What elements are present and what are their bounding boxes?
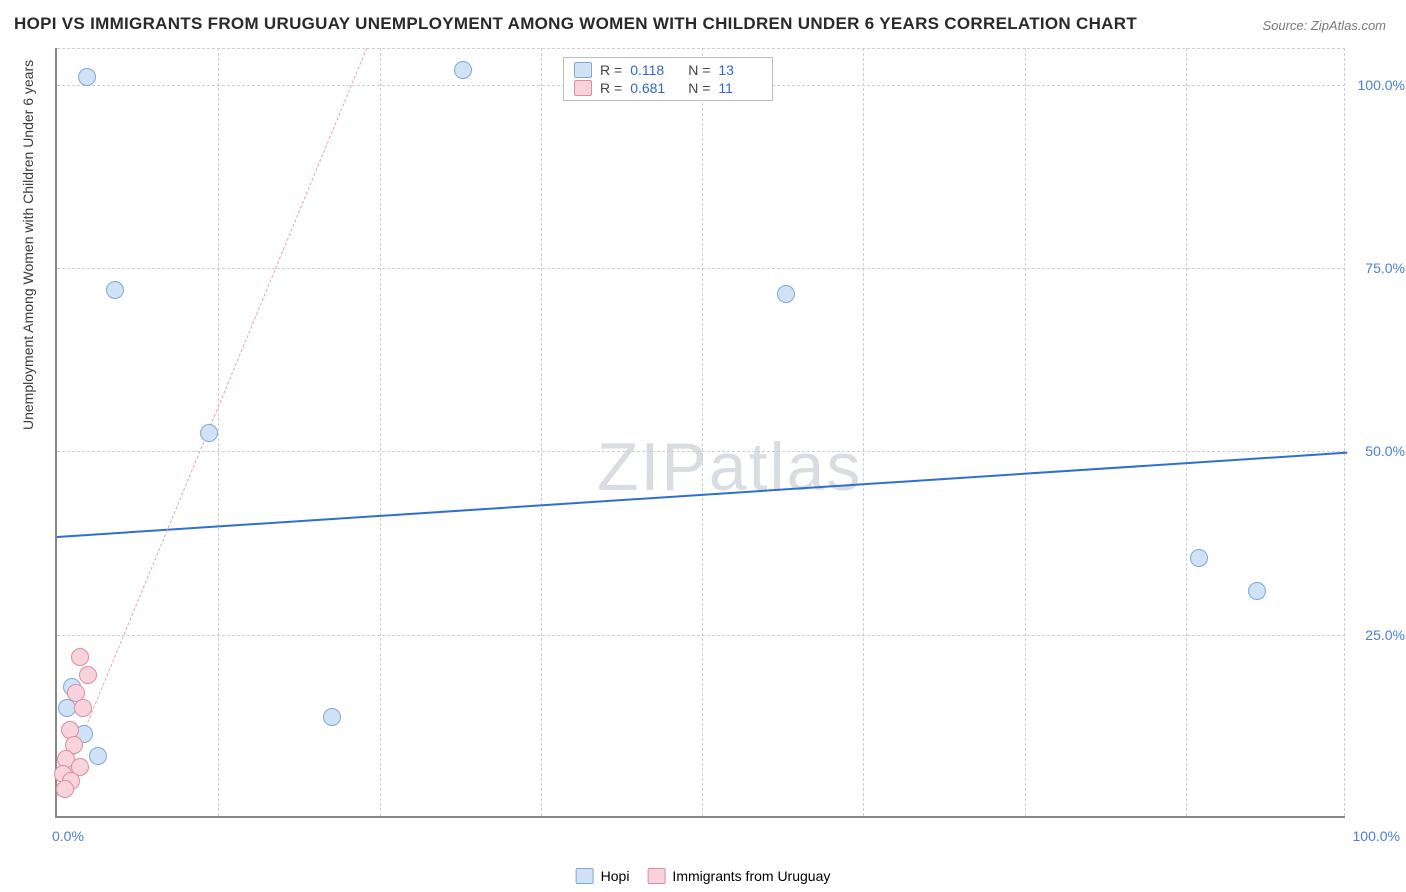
scatter-point xyxy=(106,281,124,299)
scatter-point xyxy=(200,424,218,442)
plot-area: ZIPatlas 25.0%50.0%75.0%100.0%0.0%100.0% xyxy=(55,48,1345,818)
gridline-vertical xyxy=(863,48,864,816)
gridline-horizontal xyxy=(57,635,1345,636)
scatter-point xyxy=(1248,582,1266,600)
series-legend-item: Immigrants from Uruguay xyxy=(647,868,830,884)
y-axis-label: Unemployment Among Women with Children U… xyxy=(20,60,36,430)
scatter-point xyxy=(454,61,472,79)
scatter-point xyxy=(1190,549,1208,567)
watermark: ZIPatlas xyxy=(597,428,862,506)
scatter-point xyxy=(89,747,107,765)
legend-swatch xyxy=(574,62,592,78)
stat-r-value: 0.681 xyxy=(630,80,674,96)
series-legend-label: Immigrants from Uruguay xyxy=(672,868,830,884)
x-tick-label: 0.0% xyxy=(52,828,84,844)
gridline-vertical xyxy=(1025,48,1026,816)
stats-legend: R = 0.118 N = 13 R = 0.681 N = 11 xyxy=(563,57,773,101)
stat-r-value: 0.118 xyxy=(630,62,674,78)
y-tick-label: 100.0% xyxy=(1350,77,1405,93)
gridline-vertical xyxy=(218,48,219,816)
chart-title: HOPI VS IMMIGRANTS FROM URUGUAY UNEMPLOY… xyxy=(14,14,1137,34)
gridline-vertical xyxy=(702,48,703,816)
gridline-vertical xyxy=(541,48,542,816)
series-legend-item: Hopi xyxy=(576,868,630,884)
source-attribution: Source: ZipAtlas.com xyxy=(1262,18,1386,33)
plot-border-right xyxy=(1344,48,1345,816)
legend-swatch xyxy=(647,868,665,884)
scatter-point xyxy=(74,699,92,717)
y-tick-label: 25.0% xyxy=(1350,627,1405,643)
gridline-vertical xyxy=(1186,48,1187,816)
x-tick-label: 100.0% xyxy=(1353,828,1400,844)
scatter-point xyxy=(56,780,74,798)
gridline-horizontal xyxy=(57,451,1345,452)
stat-r-label: R = xyxy=(600,80,622,96)
stat-n-label: N = xyxy=(688,80,710,96)
gridline-vertical xyxy=(380,48,381,816)
scatter-point xyxy=(78,68,96,86)
stat-n-value: 13 xyxy=(718,62,762,78)
plot-border-top xyxy=(57,48,1345,49)
stat-r-label: R = xyxy=(600,62,622,78)
stats-legend-row: R = 0.681 N = 11 xyxy=(574,80,762,96)
scatter-point xyxy=(323,708,341,726)
scatter-point xyxy=(71,648,89,666)
legend-swatch xyxy=(576,868,594,884)
trend-line xyxy=(57,48,368,796)
stat-n-label: N = xyxy=(688,62,710,78)
y-tick-label: 50.0% xyxy=(1350,443,1405,459)
series-legend: Hopi Immigrants from Uruguay xyxy=(576,868,831,884)
stats-legend-row: R = 0.118 N = 13 xyxy=(574,62,762,78)
scatter-point xyxy=(79,666,97,684)
gridline-horizontal xyxy=(57,268,1345,269)
stat-n-value: 11 xyxy=(718,80,762,96)
y-tick-label: 75.0% xyxy=(1350,260,1405,276)
series-legend-label: Hopi xyxy=(601,868,630,884)
scatter-point xyxy=(777,285,795,303)
legend-swatch xyxy=(574,80,592,96)
